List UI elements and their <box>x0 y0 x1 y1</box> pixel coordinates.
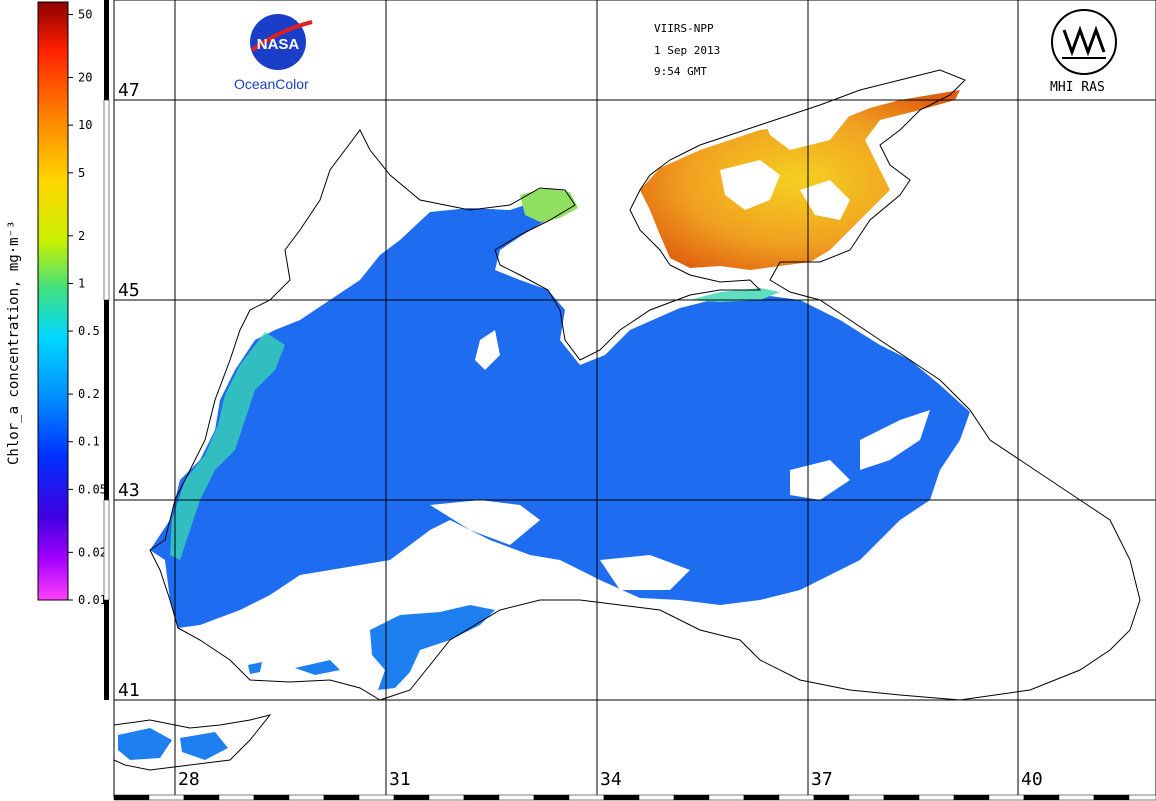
bottom-strip-segment <box>498 794 535 801</box>
marmara-chlorophyll-2 <box>180 732 228 760</box>
kerch-plume <box>690 288 780 302</box>
oceancolor-label: OceanColor <box>234 76 309 92</box>
lat-label-43: 43 <box>118 480 140 501</box>
colorbar-tick-label: 1 <box>78 276 85 290</box>
bottom-strip-segment <box>778 794 815 801</box>
colorbar-tick-label: 10 <box>78 118 92 132</box>
sensor-label: VIIRS-NPP <box>654 22 714 35</box>
lat-label-45: 45 <box>118 280 140 301</box>
bottom-strip-segment <box>848 794 885 801</box>
cloud-gap-2 <box>790 460 850 500</box>
lon-label-31: 31 <box>389 769 411 790</box>
colorbar-title: Chlor_a concentration, mg·m⁻³ <box>6 220 22 465</box>
colorbar-tick-label: 0.5 <box>78 324 100 338</box>
west-shelf-chlorophyll <box>170 332 285 560</box>
marmara-chlorophyll <box>118 728 172 760</box>
bottom-strip-segment <box>393 794 430 801</box>
bottom-strip-segment <box>918 794 955 801</box>
colorbar-tick-label: 20 <box>78 71 92 85</box>
colorbar-tick-label: 0.01 <box>78 593 107 607</box>
bottom-strip-segment <box>148 794 185 801</box>
coastline <box>149 69 1141 701</box>
bottom-strip-segment <box>953 794 990 801</box>
lon-label-37: 37 <box>811 769 833 790</box>
bottom-strip-segment <box>323 794 360 801</box>
graticule <box>114 0 1156 797</box>
cloud-gap-5 <box>600 555 690 590</box>
bottom-strip-segment <box>463 794 500 801</box>
bottom-strip-segment <box>1093 794 1130 801</box>
cloud-gap-4 <box>430 500 540 545</box>
bottom-strip-segment <box>1058 794 1095 801</box>
bottom-strip-segment <box>253 794 290 801</box>
bottom-strip-segment <box>288 794 325 801</box>
bottom-strip-segment <box>638 794 675 801</box>
lon-label-40: 40 <box>1021 769 1043 790</box>
bottom-strip-segment <box>183 794 220 801</box>
bottom-strip-segment <box>673 794 710 801</box>
mhi-label: MHI RAS <box>1050 80 1105 95</box>
colorbar-tick-label: 0.1 <box>78 435 100 449</box>
nasa-logo-text: NASA <box>257 36 300 53</box>
bottom-axis-strip <box>113 794 1156 801</box>
dnieper-plume <box>520 188 578 222</box>
nasa-logo: NASA <box>250 14 313 70</box>
colorbar <box>37 1 69 601</box>
colorbar-tick-label: 0.2 <box>78 387 100 401</box>
colorbar-tick-label: 50 <box>78 8 92 22</box>
azov-nodata-3 <box>760 100 850 150</box>
bottom-strip-segment <box>428 794 465 801</box>
colorbar-tick-label: 5 <box>78 166 85 180</box>
bottom-strip-segment <box>743 794 780 801</box>
bottom-strip-segment <box>988 794 1025 801</box>
bottom-strip-segment <box>1023 794 1060 801</box>
bottom-strip-segment <box>708 794 745 801</box>
cloud-gap-1 <box>860 410 930 470</box>
bottom-strip-segment <box>603 794 640 801</box>
south-coast-chlorophyll <box>370 605 495 690</box>
azov-nodata-2 <box>800 180 850 220</box>
colorbar-ticks: 50 20 10 5 2 1 0.5 0.2 0.1 0.05 0.02 0.01 <box>68 8 107 607</box>
mhi-logo <box>1051 9 1117 75</box>
lat-label-41: 41 <box>118 680 140 701</box>
bottom-strip-segment <box>813 794 850 801</box>
south-coast-patch-2 <box>295 660 340 675</box>
left-axis-strip <box>104 0 109 700</box>
left-axis-gap <box>103 99 110 301</box>
colorbar-tick-label: 0.02 <box>78 545 107 559</box>
black-sea-chlorophyll <box>150 200 970 628</box>
date-label: 1 Sep 2013 <box>654 44 721 57</box>
azov-chlorophyll <box>640 90 960 270</box>
cloud-gap-3 <box>475 330 500 370</box>
lon-label-28: 28 <box>178 769 200 790</box>
colorbar-tick-label: 2 <box>78 229 85 243</box>
bottom-strip-segment <box>533 794 570 801</box>
left-axis-gap-2 <box>103 499 110 601</box>
bottom-strip-segment <box>883 794 920 801</box>
colorbar-tick-label: 0.05 <box>78 482 107 496</box>
bottom-strip-segment <box>113 794 150 801</box>
bottom-strip-segment <box>358 794 395 801</box>
south-coast-patch-3 <box>248 662 262 674</box>
azov-nodata-1 <box>720 160 780 210</box>
time-label: 9:54 GMT <box>654 65 707 78</box>
bottom-strip-segment <box>218 794 255 801</box>
bottom-strip-segment <box>1128 794 1156 801</box>
lat-label-47: 47 <box>118 80 140 101</box>
bottom-strip-segment <box>568 794 605 801</box>
marmara-coastline <box>113 714 272 771</box>
lon-label-34: 34 <box>600 769 622 790</box>
